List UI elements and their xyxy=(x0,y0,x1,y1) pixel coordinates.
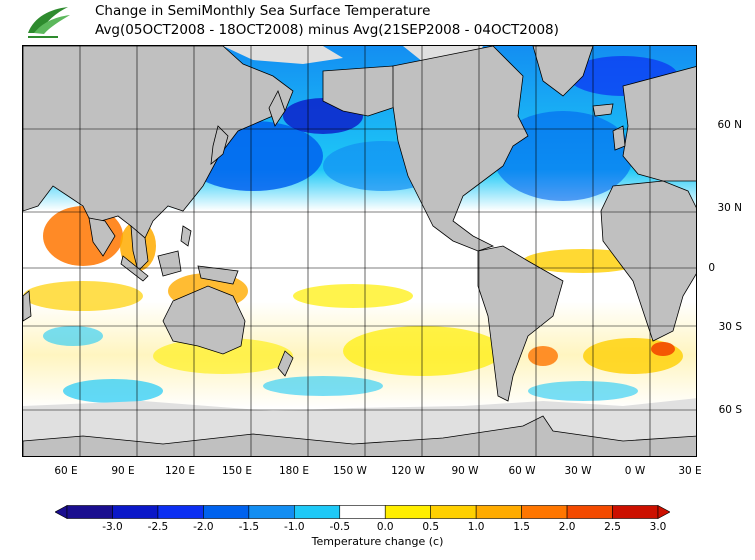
ice-region xyxy=(223,46,343,64)
warm-patch xyxy=(651,342,675,356)
land-india xyxy=(88,217,116,257)
land-newguinea xyxy=(197,265,239,285)
colorbar-tick-label: -1.5 xyxy=(238,521,260,533)
land-greenland xyxy=(532,46,594,97)
logo xyxy=(20,3,80,43)
colorbar-swatch xyxy=(475,505,522,519)
land-asia xyxy=(23,46,294,239)
lon-label: 180 E xyxy=(278,465,310,477)
colorbar-swatch xyxy=(430,505,477,519)
colorbar-arrow-right xyxy=(657,505,670,519)
lon-label: 30 W xyxy=(564,465,592,477)
colorbar-tick-label: 0.5 xyxy=(422,521,440,533)
colorbar-tick-label: 0.0 xyxy=(376,521,394,533)
colorbar-tick-label: -2.0 xyxy=(193,521,214,533)
colorbar-swatch xyxy=(203,505,250,519)
colorbar-tick-label: -0.5 xyxy=(329,521,351,533)
land-africa xyxy=(600,180,696,342)
colorbar-swatch xyxy=(66,505,113,519)
sst-map xyxy=(22,45,697,457)
lat-label: 60 N xyxy=(717,119,742,131)
lat-label: 60 S xyxy=(718,404,742,416)
colorbar-swatch xyxy=(248,505,295,519)
lon-label: 120 E xyxy=(164,465,196,477)
lon-label: 60 W xyxy=(508,465,536,477)
colorbar-swatch xyxy=(612,505,659,519)
lon-label: 30 E xyxy=(678,465,702,477)
lat-label: 0 xyxy=(708,262,715,274)
lon-label: 60 E xyxy=(54,465,78,477)
land-indochina xyxy=(130,225,149,272)
land-newzealand xyxy=(277,350,294,377)
land-sumatra xyxy=(120,255,149,282)
colorbar-tick-label: 1.0 xyxy=(467,521,485,533)
cold-patch xyxy=(528,381,638,401)
cold-patch xyxy=(43,326,103,346)
chart-subtitle: Avg(05OCT2008 - 18OCT2008) minus Avg(21S… xyxy=(95,22,559,38)
warm-patch xyxy=(153,338,293,374)
colorbar-arrow-left xyxy=(55,505,68,519)
warm-patch xyxy=(23,281,143,311)
chart-title: Change in SemiMonthly Sea Surface Temper… xyxy=(95,3,431,19)
lon-label: 0 W xyxy=(624,465,646,477)
land-masses xyxy=(23,46,696,456)
land-kamchatka xyxy=(268,90,286,127)
colorbar-title: Temperature change (c) xyxy=(311,535,444,548)
land-uk xyxy=(612,125,626,151)
lon-label: 90 E xyxy=(111,465,135,477)
land-north-america xyxy=(392,46,529,252)
warm-patch xyxy=(293,284,413,308)
colorbar-tick-label: 1.5 xyxy=(513,521,530,533)
lat-label: 30 S xyxy=(718,321,742,333)
colorbar xyxy=(55,505,670,519)
colorbar-tick-label: 2.0 xyxy=(558,521,576,533)
warm-patch xyxy=(528,346,558,366)
lon-label: 90 W xyxy=(451,465,479,477)
land-madagascar xyxy=(23,290,32,322)
land-south-america xyxy=(477,245,564,402)
colorbar-swatch xyxy=(566,505,613,519)
land-antarctica xyxy=(23,415,696,456)
land-iceland xyxy=(592,103,614,117)
colorbar-swatch xyxy=(112,505,159,519)
colorbar-swatch xyxy=(521,505,568,519)
lat-label: 30 N xyxy=(717,202,742,214)
lon-label: 120 W xyxy=(391,465,425,477)
land-europe xyxy=(622,66,696,182)
colorbar-tick-label: 2.5 xyxy=(604,521,621,533)
colorbar-tick-label: 3.0 xyxy=(649,521,667,533)
land-philippines xyxy=(180,225,192,247)
land-borneo xyxy=(157,250,182,277)
colorbar-swatch xyxy=(157,505,204,519)
lon-label: 150 W xyxy=(333,465,367,477)
graticule xyxy=(23,46,696,456)
warm-patch xyxy=(343,326,503,376)
colorbar-swatch xyxy=(294,505,341,519)
cold-patch xyxy=(493,111,633,201)
colorbar-tick-label: -3.0 xyxy=(102,521,123,533)
cold-patch xyxy=(63,379,163,403)
land-japan xyxy=(210,125,229,165)
colorbar-tick-label: -2.5 xyxy=(147,521,169,533)
cold-patch xyxy=(263,376,383,396)
colorbar-tick-label: -1.0 xyxy=(284,521,305,533)
colorbar-swatch xyxy=(339,505,386,519)
lon-label: 150 E xyxy=(221,465,253,477)
colorbar-swatch xyxy=(384,505,431,519)
land-australia xyxy=(162,285,246,355)
